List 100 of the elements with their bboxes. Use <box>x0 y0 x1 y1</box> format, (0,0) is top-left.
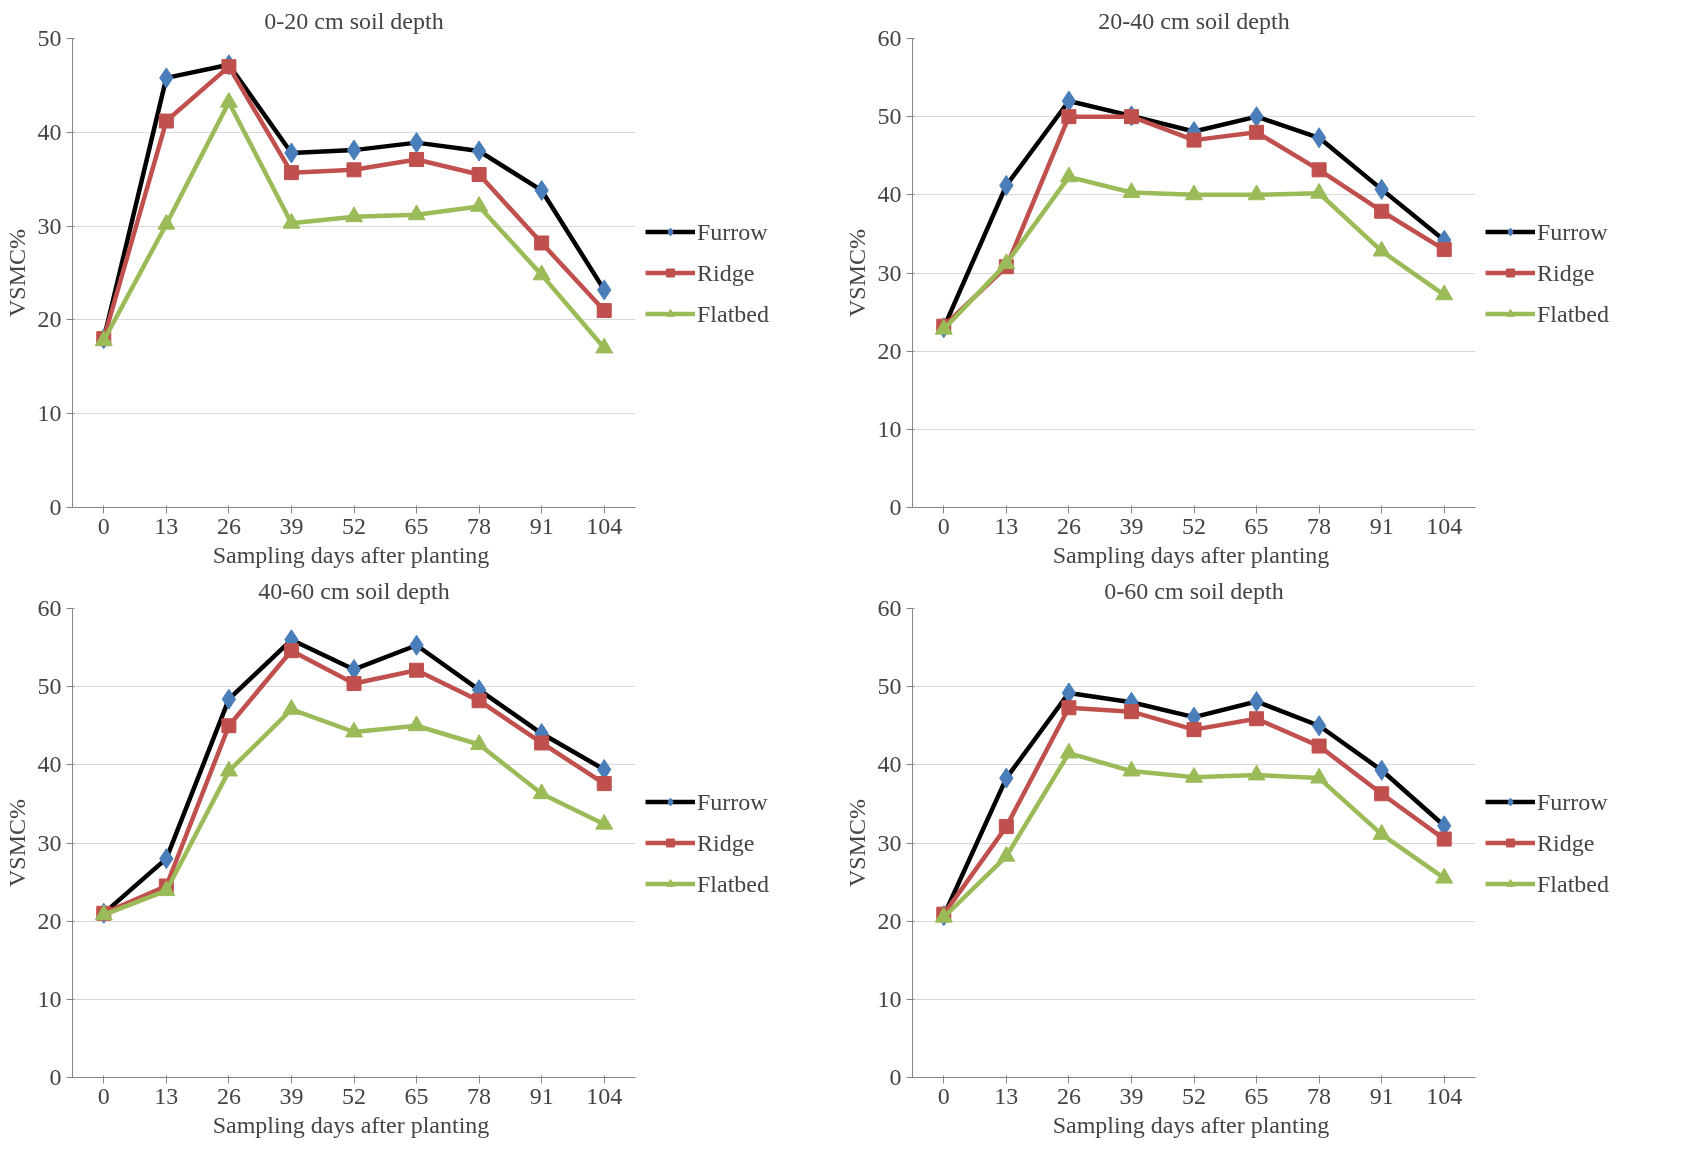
legend-label: Ridge <box>697 259 755 286</box>
x-tick-label: 52 <box>342 1082 366 1109</box>
point <box>1185 767 1203 783</box>
point <box>1122 760 1141 777</box>
point <box>1122 182 1141 198</box>
x-tick-label: 39 <box>1119 512 1144 539</box>
legend-label: Furrow <box>1537 218 1608 245</box>
y-tick-label: 0 <box>889 1064 902 1090</box>
point <box>221 718 237 734</box>
point <box>1247 764 1266 781</box>
point <box>1436 831 1452 847</box>
x-tick-label: 65 <box>1244 1082 1269 1109</box>
point <box>595 337 614 354</box>
x-tick-label: 0 <box>937 512 950 539</box>
point <box>596 776 612 792</box>
y-tick-label: 10 <box>877 415 902 442</box>
x-tick-label: 65 <box>404 512 429 539</box>
legend-label: Furrow <box>697 218 768 245</box>
y-tick-label: 0 <box>49 1064 62 1090</box>
y-tick-label: 10 <box>877 985 902 1012</box>
point <box>1185 184 1203 201</box>
y-tick-label: 50 <box>877 103 902 130</box>
x-tick-label: 65 <box>1244 512 1269 539</box>
legend-label: Flatbed <box>1537 870 1609 897</box>
legend-label: Ridge <box>1537 259 1595 286</box>
y-tick-label: 20 <box>877 337 902 364</box>
point <box>1249 124 1265 140</box>
x-tick-label: 39 <box>1119 1082 1144 1109</box>
legend-label: Ridge <box>1537 829 1595 856</box>
y-tick-label: 20 <box>37 907 62 934</box>
point <box>1247 184 1266 201</box>
x-tick-label: 13 <box>154 1082 179 1109</box>
x-tick-label: 91 <box>1369 512 1394 539</box>
legend-label: Furrow <box>697 788 768 815</box>
x-tick-label: 78 <box>1307 512 1332 539</box>
point <box>532 783 551 800</box>
point <box>345 206 363 223</box>
point <box>158 113 174 129</box>
point <box>532 264 551 281</box>
x-tick-label: 91 <box>1369 1082 1394 1109</box>
chart-title: 0-20 cm soil depth <box>264 7 444 34</box>
x-tick-label: 52 <box>1182 1082 1206 1109</box>
legend-label: Flatbed <box>1537 300 1609 327</box>
x-tick-label: 13 <box>994 1082 1019 1109</box>
point <box>1435 867 1454 884</box>
y-axis-title: VSMC% <box>3 228 30 318</box>
x-tick-label: 39 <box>279 512 304 539</box>
y-tick-label: 0 <box>889 494 902 520</box>
y-tick-label: 20 <box>877 907 902 934</box>
point <box>1372 240 1391 257</box>
x-tick-label: 104 <box>586 1082 623 1109</box>
x-tick-label: 0 <box>97 512 110 539</box>
y-axis-title: VSMC% <box>843 228 870 318</box>
y-axis-title: VSMC% <box>843 798 870 888</box>
point <box>1435 284 1454 301</box>
y-tick-label: 30 <box>37 212 62 239</box>
point <box>1059 166 1078 183</box>
chart-title: 20-40 cm soil depth <box>1098 7 1290 34</box>
x-axis-title: Sampling days after planting <box>212 541 490 568</box>
point <box>346 162 362 178</box>
point <box>1311 738 1327 754</box>
legend-label: Flatbed <box>697 870 769 897</box>
y-tick-label: 10 <box>37 400 62 427</box>
point <box>1310 182 1329 199</box>
x-tick-label: 78 <box>467 1082 492 1109</box>
y-tick-label: 40 <box>877 751 902 778</box>
x-tick-label: 104 <box>1426 512 1463 539</box>
point <box>346 676 362 692</box>
y-tick-label: 10 <box>37 985 62 1012</box>
chart-title: 40-60 cm soil depth <box>258 577 450 604</box>
legend-label: Ridge <box>697 829 755 856</box>
point <box>998 819 1014 835</box>
x-tick-label: 52 <box>1182 512 1206 539</box>
point <box>534 235 550 251</box>
x-tick-label: 78 <box>1307 1082 1332 1109</box>
x-axis-title: Sampling days after planting <box>212 1111 490 1138</box>
point <box>1061 700 1077 716</box>
x-tick-label: 104 <box>1426 1082 1463 1109</box>
point <box>997 845 1016 862</box>
point <box>1372 824 1391 840</box>
y-tick-label: 30 <box>877 829 902 856</box>
point <box>471 167 487 183</box>
y-tick-label: 40 <box>877 181 902 208</box>
x-tick-label: 91 <box>529 512 554 539</box>
y-tick-label: 50 <box>37 25 62 51</box>
point <box>1186 132 1202 148</box>
point <box>283 165 299 181</box>
point <box>534 735 550 751</box>
point <box>1310 767 1329 784</box>
x-tick-label: 65 <box>404 1082 429 1109</box>
y-tick-label: 20 <box>37 306 62 333</box>
y-tick-label: 50 <box>37 673 62 700</box>
y-tick-label: 30 <box>37 829 62 856</box>
point <box>1061 109 1077 125</box>
point <box>470 196 489 212</box>
point <box>1249 711 1265 727</box>
point <box>1374 786 1390 802</box>
point <box>1186 722 1202 738</box>
y-axis-title: VSMC% <box>3 798 30 888</box>
y-tick-label: 30 <box>877 259 902 286</box>
